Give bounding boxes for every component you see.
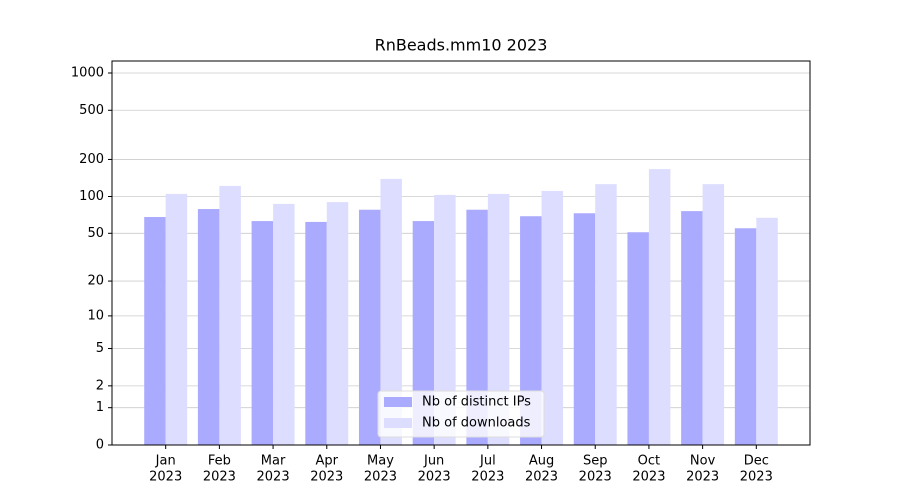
x-tick-label: Jun	[423, 454, 444, 469]
x-tick-label: 2023	[632, 470, 665, 485]
y-tick-label: 200	[79, 152, 104, 167]
bar	[144, 217, 166, 445]
bar	[251, 221, 274, 445]
y-tick-label: 10	[87, 308, 104, 323]
y-tick-label: 500	[79, 103, 104, 118]
x-tick-label: 2023	[310, 470, 343, 485]
x-tick-label: 2023	[364, 470, 397, 485]
legend-box	[377, 390, 545, 438]
bar	[487, 193, 510, 445]
bar	[702, 184, 725, 445]
y-tick-label: 5	[96, 341, 104, 356]
x-tick-label: Dec	[744, 454, 769, 469]
legend-swatch	[384, 418, 412, 428]
x-tick-label: Jan	[155, 454, 176, 469]
bar	[197, 209, 220, 445]
bar	[734, 228, 757, 445]
y-tick-label: 1	[96, 400, 104, 415]
x-tick-label: Oct	[638, 454, 660, 469]
x-tick-label: 2023	[740, 470, 773, 485]
y-tick-label: 50	[87, 226, 104, 241]
bar	[681, 211, 703, 445]
bar	[326, 202, 349, 445]
legend-label: Nb of distinct IPs	[422, 395, 531, 410]
x-tick-label: 2023	[203, 470, 236, 485]
bar	[305, 221, 327, 445]
bar	[380, 178, 402, 445]
x-tick-label: Feb	[208, 454, 231, 469]
x-tick-label: Sep	[583, 454, 608, 469]
y-tick-label: 1000	[71, 66, 104, 81]
plot-frame	[111, 60, 811, 446]
y-tick-label: 100	[79, 189, 104, 204]
bar	[434, 194, 456, 445]
x-tick-label: 2023	[418, 470, 451, 485]
x-tick-label: Jul	[479, 454, 496, 469]
bar	[412, 221, 435, 445]
bar	[165, 193, 188, 445]
x-tick-label: May	[367, 454, 394, 469]
bar	[520, 216, 542, 445]
bar	[573, 213, 596, 445]
bar	[595, 184, 617, 445]
x-tick-label: 2023	[579, 470, 612, 485]
y-tick-label: 2	[96, 378, 104, 393]
bar	[358, 209, 381, 445]
x-tick-label: 2023	[149, 470, 182, 485]
bar	[219, 185, 241, 445]
bar	[541, 190, 564, 445]
bar	[466, 209, 488, 445]
y-tick-label: 20	[87, 274, 104, 289]
x-tick-label: 2023	[686, 470, 719, 485]
x-tick-label: 2023	[257, 470, 290, 485]
x-tick-label: Aug	[529, 454, 554, 469]
legend-label: Nb of downloads	[422, 416, 531, 431]
x-tick-label: Apr	[316, 454, 339, 469]
x-tick-label: Nov	[690, 454, 716, 469]
x-tick-label: 2023	[471, 470, 504, 485]
chart-title: RnBeads.mm10 2023	[375, 36, 548, 55]
x-tick-label: 2023	[525, 470, 558, 485]
bar	[273, 203, 295, 445]
bar	[756, 217, 778, 445]
bar	[627, 232, 649, 445]
y-tick-label: 0	[96, 438, 104, 453]
bar	[648, 169, 671, 446]
x-tick-label: Mar	[261, 454, 286, 469]
legend-swatch	[384, 397, 412, 407]
